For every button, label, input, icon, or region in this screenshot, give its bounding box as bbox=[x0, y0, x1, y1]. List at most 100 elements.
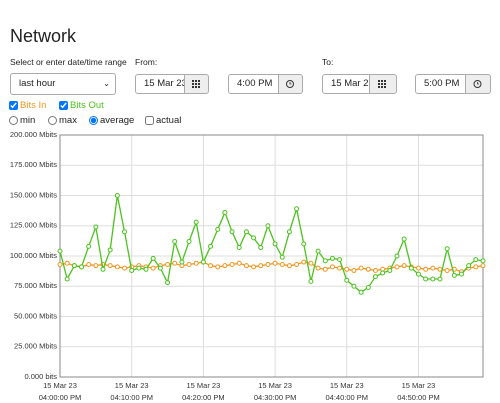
data-point bbox=[315, 265, 321, 271]
data-point bbox=[114, 264, 120, 270]
mode-max[interactable]: max bbox=[48, 115, 77, 126]
from-label: From: bbox=[135, 57, 158, 67]
data-point bbox=[157, 265, 163, 271]
actual-toggle[interactable]: actual bbox=[145, 115, 181, 126]
bits-in-toggle[interactable]: Bits In bbox=[9, 100, 46, 111]
data-point bbox=[408, 265, 414, 271]
data-point bbox=[215, 226, 221, 232]
data-point bbox=[165, 261, 171, 267]
y-tick-label: 125.000 Mbits bbox=[10, 221, 57, 230]
data-point bbox=[329, 255, 335, 261]
data-point bbox=[322, 266, 328, 272]
clock-icon bbox=[473, 80, 482, 88]
data-point bbox=[186, 238, 192, 244]
x-tick-label: 04:30:00 PM bbox=[254, 393, 297, 402]
x-tick-label: 04:10:00 PM bbox=[110, 393, 153, 402]
data-point bbox=[401, 263, 407, 269]
to-date[interactable]: 15 Mar 23 bbox=[322, 74, 370, 94]
toggle-label: Bits In bbox=[20, 100, 47, 111]
y-tick-label: 200.000 Mbits bbox=[10, 130, 57, 139]
data-point bbox=[337, 257, 343, 263]
data-point bbox=[64, 276, 70, 282]
mode-average[interactable]: average bbox=[89, 115, 134, 126]
data-point bbox=[286, 229, 292, 235]
y-tick-label: 25.000 Mbits bbox=[14, 342, 57, 351]
radio[interactable] bbox=[9, 116, 18, 125]
data-point bbox=[172, 238, 178, 244]
data-point bbox=[236, 245, 242, 251]
data-point bbox=[437, 276, 443, 282]
clock-icon bbox=[286, 80, 294, 88]
radio[interactable] bbox=[48, 116, 57, 125]
data-point bbox=[86, 243, 92, 249]
data-point bbox=[415, 271, 421, 277]
y-tick-label: 50.000 Mbits bbox=[14, 311, 57, 320]
data-point bbox=[444, 246, 450, 252]
x-tick-label: 15 Mar 23 bbox=[115, 381, 149, 390]
data-point bbox=[71, 263, 77, 269]
data-point bbox=[243, 263, 249, 269]
to-time[interactable]: 5:00 PM bbox=[415, 74, 466, 94]
data-point bbox=[444, 268, 450, 274]
data-point bbox=[200, 259, 206, 265]
x-tick-label: 04:50:00 PM bbox=[397, 393, 440, 402]
data-point bbox=[150, 265, 156, 271]
data-point bbox=[294, 261, 300, 267]
data-point bbox=[387, 268, 393, 274]
calendar-icon bbox=[192, 80, 200, 88]
data-point bbox=[322, 258, 328, 264]
data-point bbox=[473, 264, 479, 270]
calendar-icon bbox=[378, 80, 386, 88]
checkbox[interactable] bbox=[145, 116, 154, 125]
data-point bbox=[272, 241, 278, 247]
data-point bbox=[480, 263, 486, 269]
data-point bbox=[193, 260, 199, 266]
to-label: To: bbox=[322, 57, 334, 67]
radio-label: min bbox=[20, 115, 36, 126]
data-point bbox=[344, 277, 350, 283]
x-tick-label: 04:40:00 PM bbox=[326, 393, 369, 402]
calendar-button[interactable] bbox=[370, 74, 397, 94]
x-tick-label: 15 Mar 23 bbox=[402, 381, 436, 390]
data-point bbox=[308, 260, 314, 266]
checkbox[interactable] bbox=[59, 101, 68, 110]
series-line bbox=[59, 195, 484, 294]
data-point bbox=[265, 223, 271, 229]
range-select[interactable]: last hour ⌄ bbox=[10, 73, 116, 95]
mode-min[interactable]: min bbox=[9, 115, 35, 126]
clock-button[interactable] bbox=[466, 74, 491, 94]
data-point bbox=[466, 263, 472, 269]
from-date[interactable]: 15 Mar 23 bbox=[135, 74, 185, 94]
calendar-button[interactable] bbox=[185, 74, 209, 94]
checkbox[interactable] bbox=[9, 101, 18, 110]
data-point bbox=[208, 243, 214, 249]
bits-out-toggle[interactable]: Bits Out bbox=[59, 100, 104, 111]
data-point bbox=[344, 266, 350, 272]
dropdown-arrow: ⌄ bbox=[103, 79, 110, 88]
data-point bbox=[122, 265, 128, 271]
page-title: Network bbox=[10, 26, 77, 46]
radio-label: max bbox=[59, 115, 77, 126]
data-point bbox=[222, 209, 228, 215]
from-time[interactable]: 4:00 PM bbox=[228, 74, 279, 94]
range-value: last hour bbox=[19, 78, 56, 89]
y-tick-label: 175.000 Mbits bbox=[10, 160, 57, 169]
x-tick-label: 15 Mar 23 bbox=[330, 381, 364, 390]
data-point bbox=[258, 245, 264, 251]
data-point bbox=[57, 261, 63, 267]
data-point bbox=[265, 261, 271, 267]
data-point bbox=[143, 266, 149, 272]
data-point bbox=[301, 241, 307, 247]
x-tick-label: 04:20:00 PM bbox=[182, 393, 225, 402]
data-point bbox=[401, 236, 407, 242]
data-point bbox=[358, 289, 364, 295]
radio[interactable] bbox=[89, 116, 98, 125]
data-point bbox=[380, 270, 386, 276]
data-point bbox=[329, 264, 335, 270]
data-point bbox=[229, 261, 235, 267]
plot-border bbox=[59, 134, 484, 378]
clock-button[interactable] bbox=[279, 74, 303, 94]
data-point bbox=[415, 265, 421, 271]
toggle-label: Bits Out bbox=[70, 100, 104, 111]
